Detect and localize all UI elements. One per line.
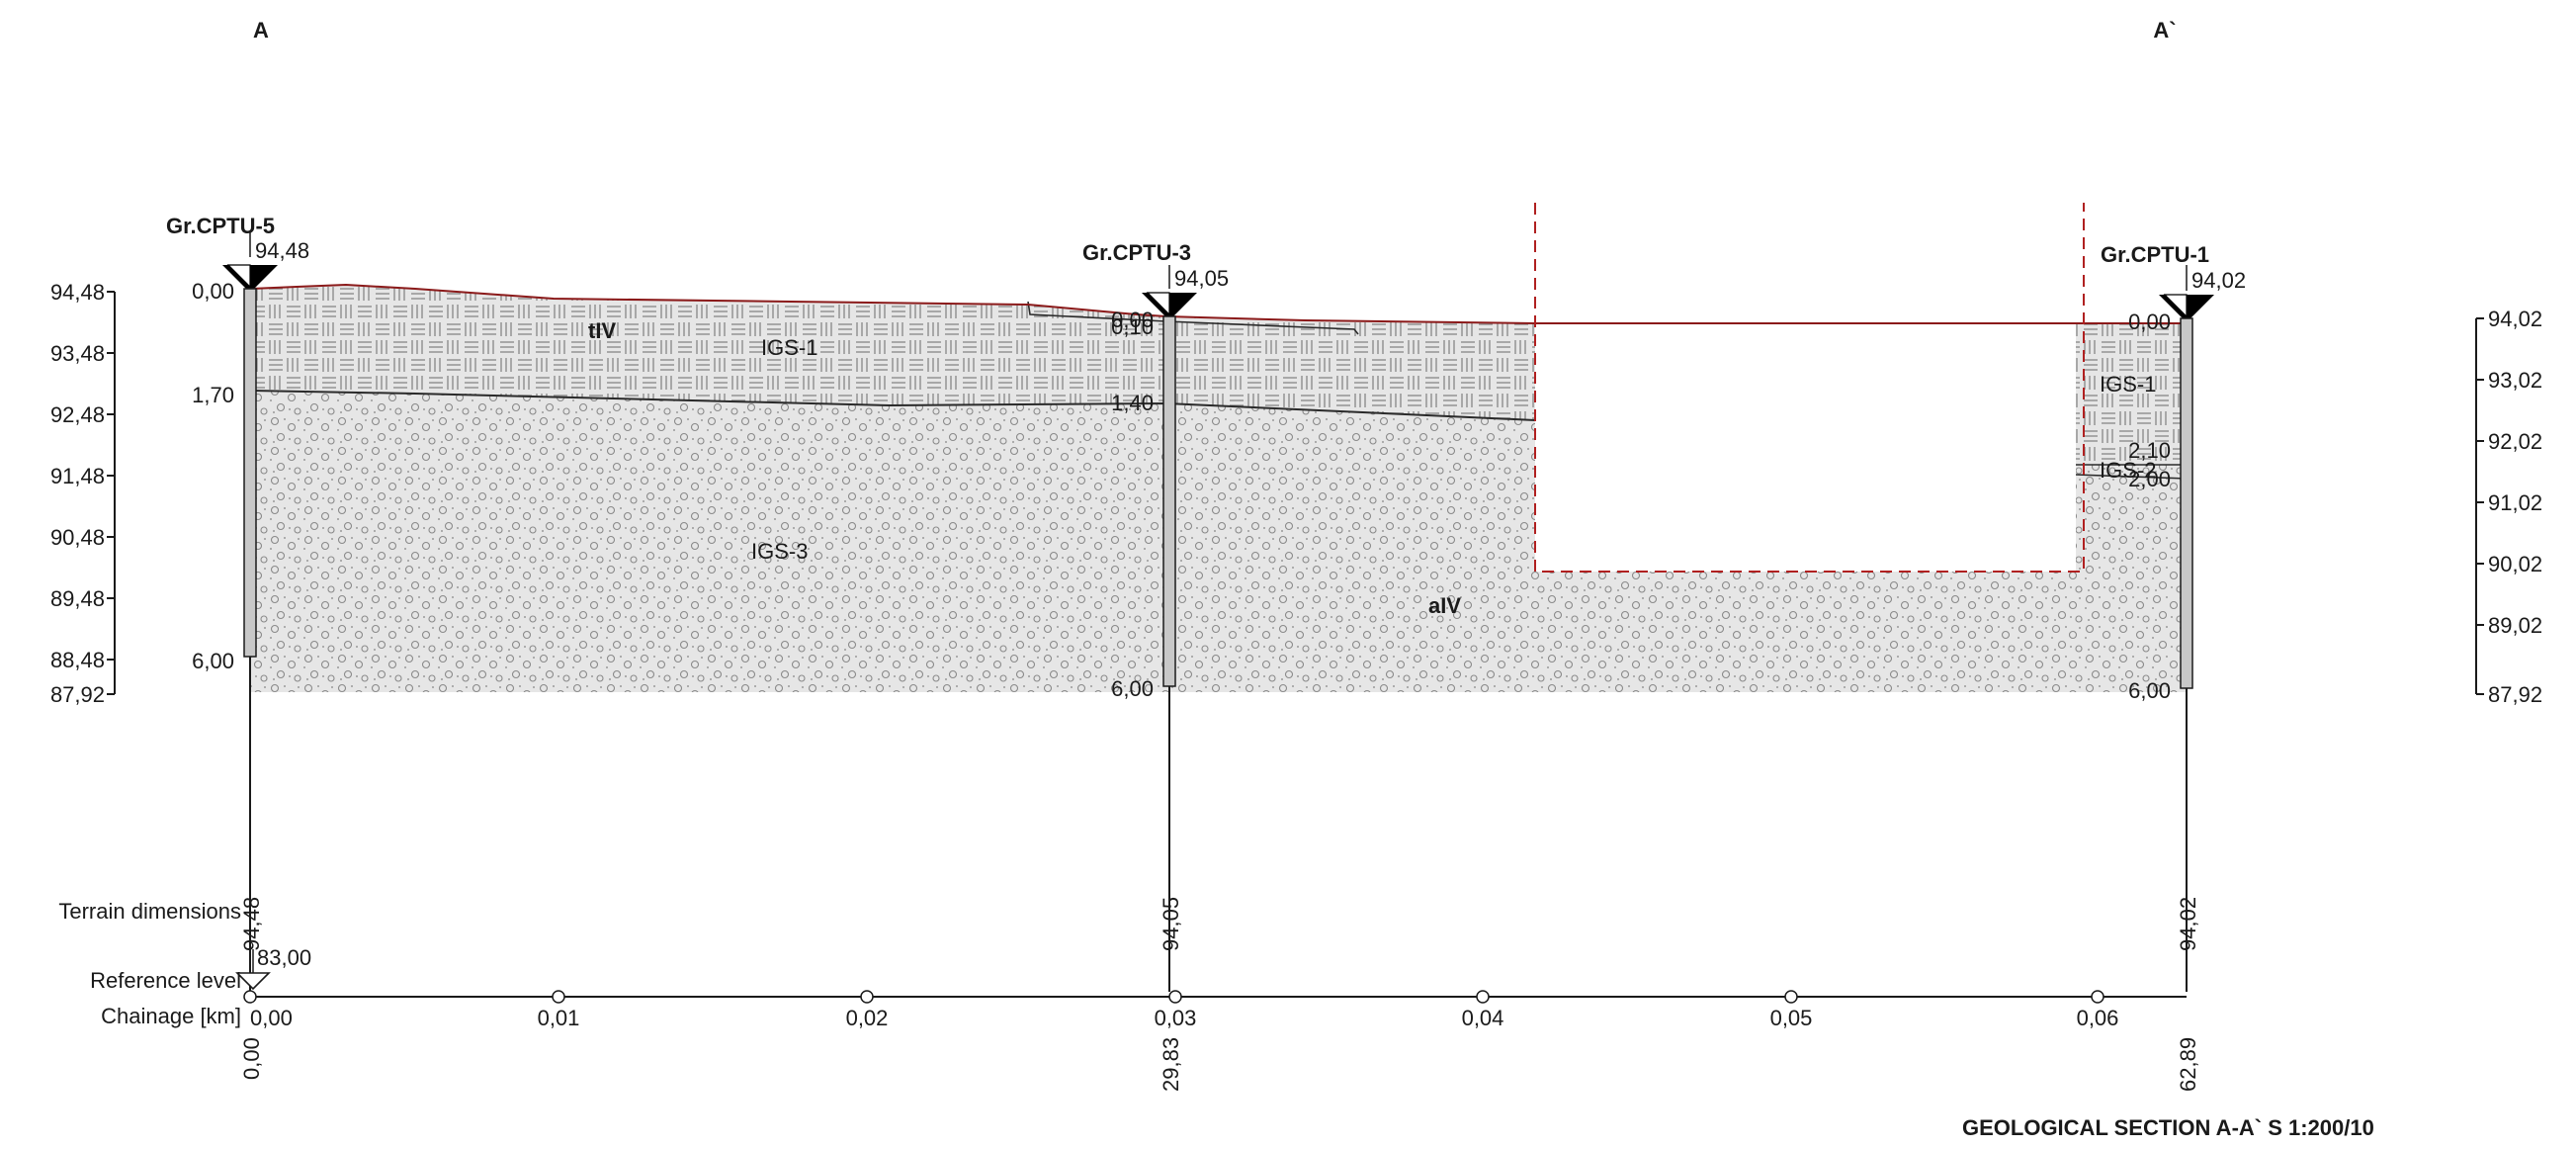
borehole-name: Gr.CPTU-1 [2101,242,2209,267]
reference-level-value: 83,00 [257,945,311,970]
layer-label-igs2: IGS-2 [2100,458,2156,483]
chainage-tick: 0,01 [538,1006,580,1030]
right-axis-label: 87,92 [2488,682,2542,707]
depth-label: 0,10 [1111,314,1154,339]
terrain-dimension: 94,05 [1159,897,1183,951]
depth-label: 2,00 [2128,467,2171,491]
right-axis-label: 91,02 [2488,490,2542,515]
chainage-tick: 0,03 [1155,1006,1197,1030]
chainage-tick: 0,02 [846,1006,889,1030]
layer-label-igs1-right: IGS-1 [2100,372,2156,397]
layer-label-aiv: aIV [1428,593,1461,618]
distance-label: 0,00 [239,1037,264,1080]
borehole-cptu-3: Gr.CPTU-3 94,05 0,00 0,10 1,40 6,00 94,0… [1082,240,1229,1092]
layer-label-igs3: IGS-3 [751,539,808,564]
left-axis-label: 91,48 [50,464,105,488]
depth-label: 0,00 [192,279,234,304]
reference-level-icon [235,972,271,991]
left-axis-label: 92,48 [50,402,105,427]
excavation-outline [1534,203,2085,573]
depth-label: 6,00 [1111,676,1154,701]
chainage-tick: 0,05 [1770,1006,1813,1030]
borehole-column [1162,315,1176,687]
section-label-right: A` [2153,18,2176,43]
layer-igs1-right-fill [2076,323,2187,465]
borehole-head-marker-icon [1146,292,1170,316]
chainage-axis: Chainage [km] 0,00 0,01 0,02 0,03 0,04 0… [101,990,2187,1030]
right-axis-label: 92,02 [2488,429,2542,454]
left-axis-label: 90,48 [50,525,105,550]
boundary-igs2-right [2075,464,2188,480]
borehole-head-marker-icon [226,264,251,289]
borehole-column [243,288,257,658]
depth-label: 6,00 [192,649,234,673]
left-axis-label: 88,48 [50,648,105,672]
right-axis-label: 93,02 [2488,368,2542,393]
right-axis-label: 94,02 [2488,307,2542,331]
terrain-dimensions-label: Terrain dimensions [58,899,241,924]
layer-gravel-fill [250,391,2187,692]
section-label-left: A [253,18,269,43]
layer-label-igs1: IGS-1 [761,335,817,360]
borehole-name: Gr.CPTU-3 [1082,240,1191,265]
borehole-column [2180,317,2193,689]
depth-label: 0,00 [2128,309,2171,334]
borehole-elevation: 94,48 [255,238,309,263]
right-elevation-scale: 94,02 93,02 92,02 91,02 90,02 89,02 87,9… [2475,307,2542,707]
section-title: GEOLOGICAL SECTION A-A` S 1:200/10 [1962,1115,2374,1140]
borehole-elevation: 94,05 [1174,266,1229,291]
left-axis-label: 93,48 [50,341,105,366]
borehole-cptu-5: Gr.CPTU-5 94,48 0,00 1,70 6,00 94,48 0,0… [166,214,309,1080]
borehole-elevation: 94,02 [2191,268,2246,293]
boundary-topsoil-gravel [249,390,1536,421]
chainage-tick: 0,00 [250,1006,293,1030]
right-axis-label: 90,02 [2488,552,2542,576]
borehole-cptu-1: Gr.CPTU-1 94,02 0,00 2,10 2,00 6,00 94,0… [2101,242,2246,1092]
depth-label: 0,00 [1111,308,1154,332]
left-axis-label: 94,48 [50,280,105,305]
left-elevation-scale: 94,48 93,48 92,48 91,48 90,48 89,48 88,4… [50,280,116,707]
left-axis-label: 89,48 [50,586,105,611]
layer-label-tiv: tIV [588,318,616,343]
left-axis-label: 87,92 [50,682,105,707]
borehole-name: Gr.CPTU-5 [166,214,275,238]
terrain-dimension: 94,48 [239,897,264,951]
reference-level-label: Reference level [90,968,241,993]
terrain-dimension: 94,02 [2176,897,2200,951]
chainage-tick: 0,06 [2077,1006,2119,1030]
depth-label: 2,10 [2128,438,2171,463]
right-axis-label: 89,02 [2488,613,2542,638]
chainage-label: Chainage [km] [101,1004,241,1028]
depth-label: 6,00 [2128,678,2171,703]
distance-label: 62,89 [2176,1037,2200,1092]
chainage-tick: 0,04 [1462,1006,1504,1030]
depth-label: 1,40 [1111,391,1154,415]
distance-label: 29,83 [1159,1037,1183,1092]
borehole-head-marker-icon [2163,294,2188,318]
depth-label: 1,70 [192,383,234,407]
